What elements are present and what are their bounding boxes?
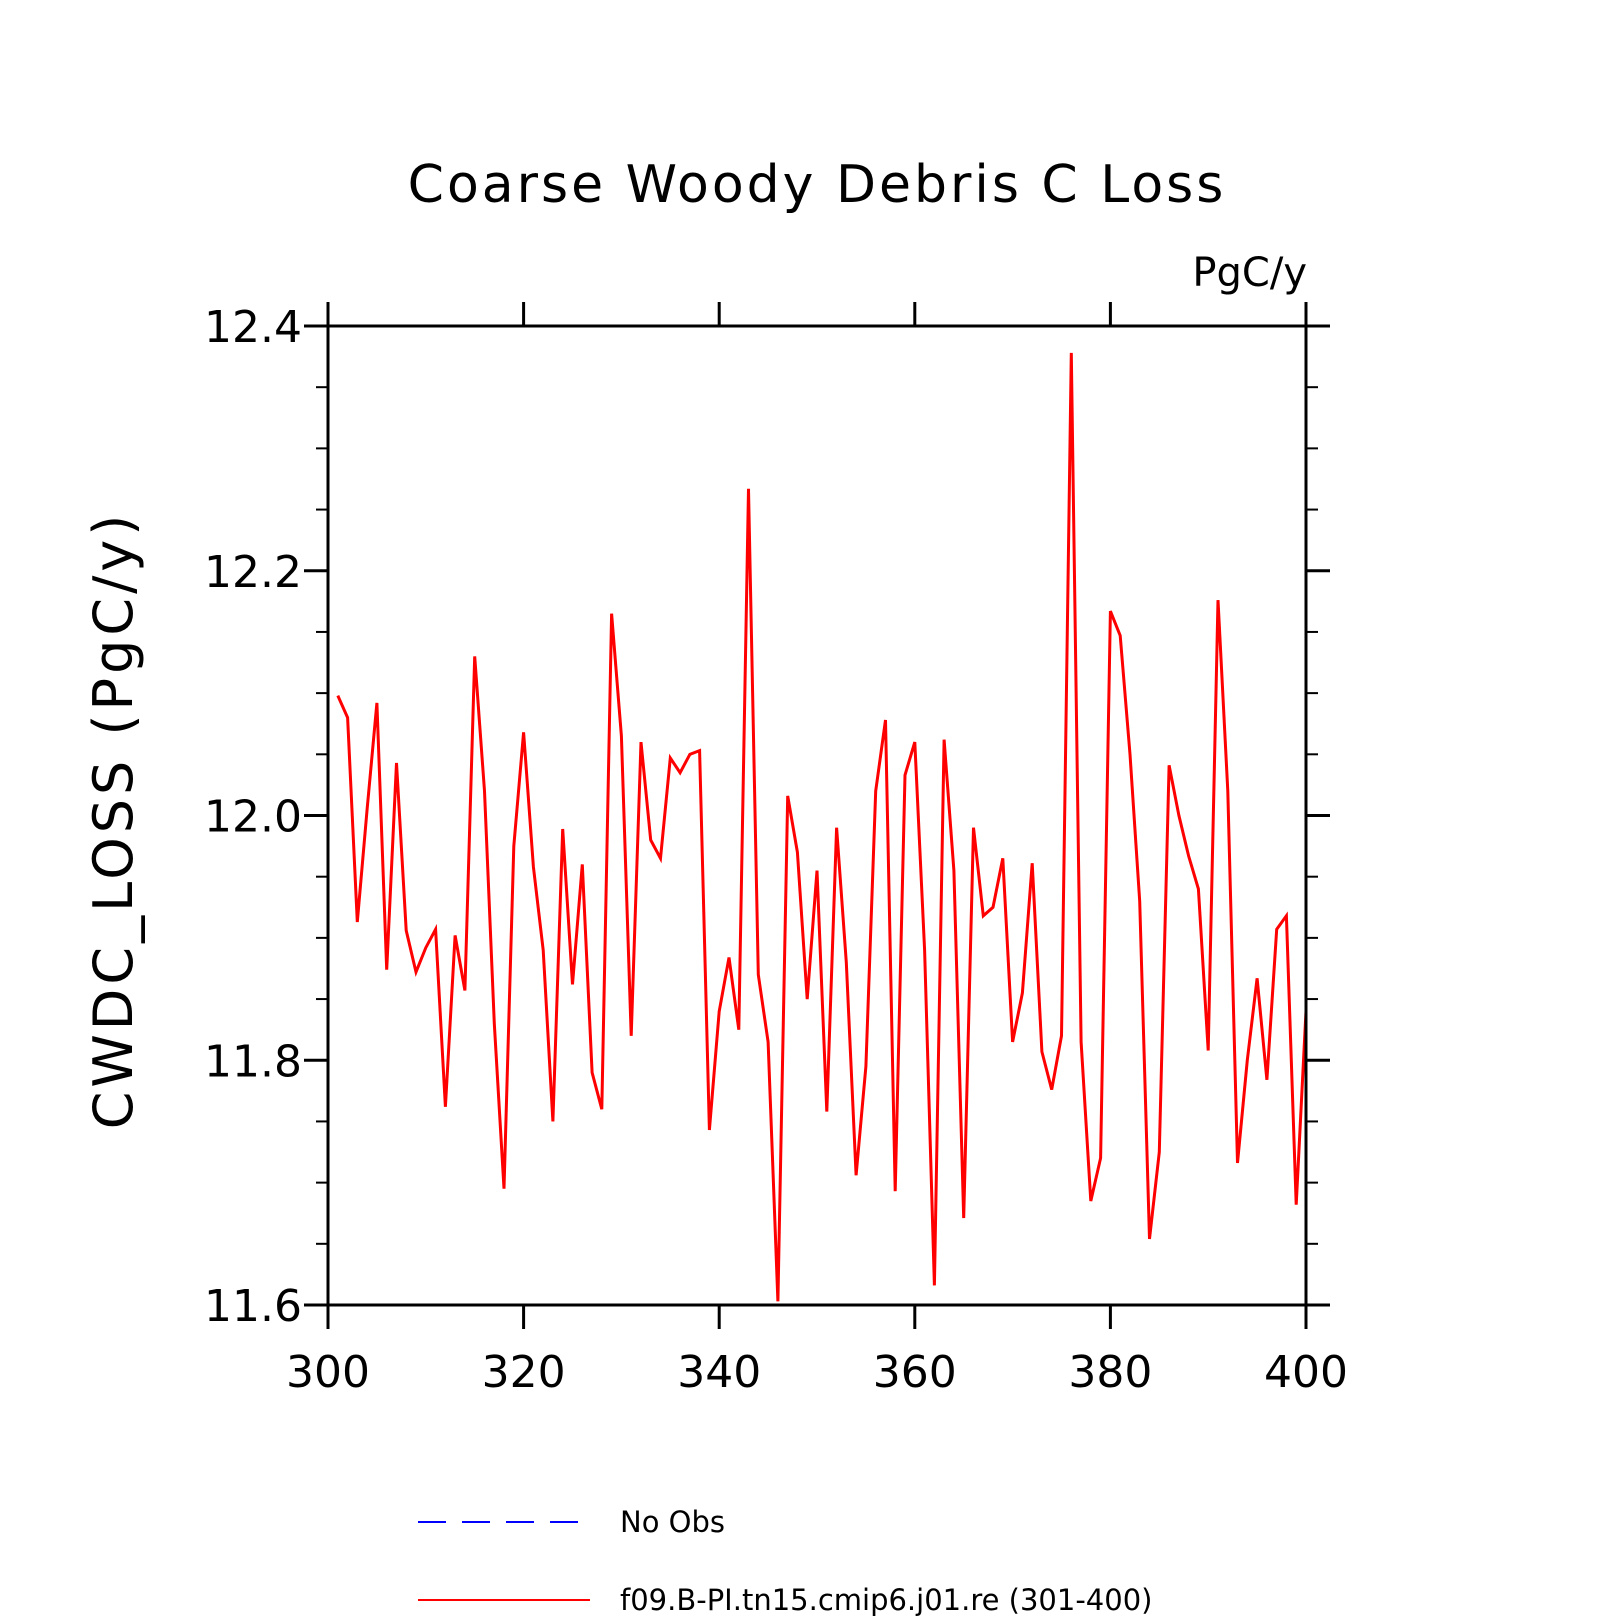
x-tick-label: 320 <box>482 1347 566 1398</box>
legend-label-model-run: f09.B-PI.tn15.cmip6.j01.re (301-400) <box>620 1583 1152 1617</box>
x-tick-label: 340 <box>677 1347 761 1398</box>
x-tick-label: 300 <box>286 1347 370 1398</box>
y-tick-label: 11.8 <box>204 1036 302 1087</box>
legend-label-no-obs: No Obs <box>620 1505 725 1539</box>
chart-title: Coarse Woody Debris C Loss <box>408 155 1227 215</box>
y-tick-label: 12.0 <box>204 792 302 843</box>
y-tick-label: 12.2 <box>204 547 302 598</box>
plot-area: 300 320 340 360 380 400 11.6 11.8 12.0 12.2 12.4 <box>204 302 1348 1398</box>
y-tick-label: 11.6 <box>204 1281 302 1332</box>
units-label: PgC/y <box>1192 250 1307 296</box>
y-tick-label: 12.4 <box>204 302 302 353</box>
x-tick-label: 380 <box>1068 1347 1152 1398</box>
x-tick-label: 400 <box>1264 1347 1348 1398</box>
data-series-line <box>336 352 1308 1302</box>
y-axis-label: CWDC_LOSS (PgC/y) <box>82 511 145 1130</box>
legend: No Obs f09.B-PI.tn15.cmip6.j01.re (301-4… <box>418 1505 1152 1617</box>
x-tick-label: 360 <box>873 1347 957 1398</box>
